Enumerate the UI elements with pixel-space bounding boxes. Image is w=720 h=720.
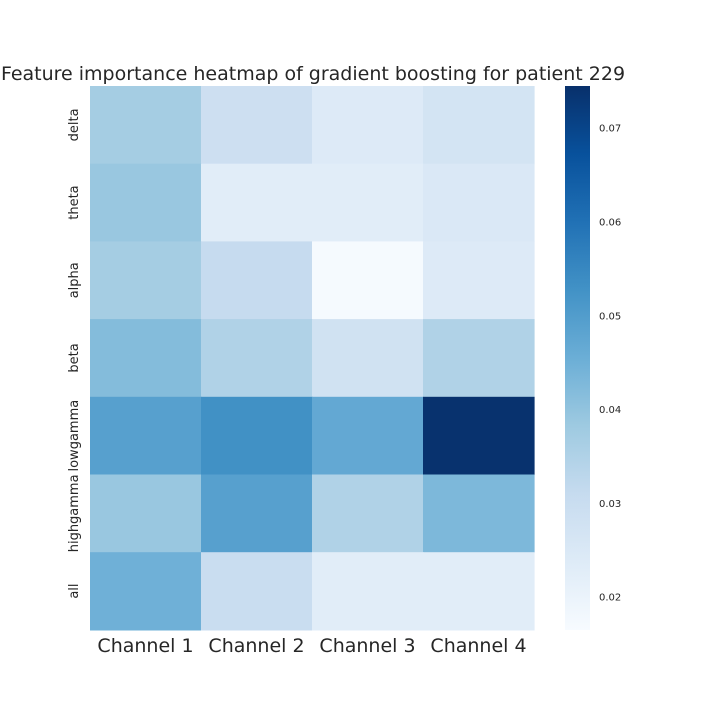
heatmap-cell <box>90 552 202 631</box>
x-tick-label: Channel 1 <box>97 635 193 657</box>
heatmap-cell <box>90 319 202 398</box>
heatmap-cell <box>201 319 313 398</box>
heatmap-cell <box>90 474 202 553</box>
x-tick-label: Channel 4 <box>430 635 526 657</box>
heatmap-cell <box>312 86 424 165</box>
colorbar-tick-label: 0.07 <box>599 124 621 135</box>
colorbar-tick-label: 0.04 <box>599 405 621 416</box>
heatmap-cell <box>423 552 535 631</box>
heatmap-cell <box>312 474 424 553</box>
heatmap-cell <box>90 163 202 242</box>
heatmap-cell <box>90 86 202 165</box>
y-tick-labels: delta theta alpha beta lowgamma highgamma all <box>67 108 82 598</box>
y-tick-label: beta <box>67 343 82 372</box>
y-tick-label: alpha <box>67 262 82 298</box>
heatmap-cell <box>423 163 535 242</box>
heatmap-cell <box>90 241 202 320</box>
y-tick-label: all <box>67 583 82 598</box>
x-tick-label: Channel 2 <box>208 635 304 657</box>
y-tick-label: highgamma <box>67 474 82 552</box>
heatmap-cell <box>423 241 535 320</box>
chart-title: Feature importance heatmap of gradient b… <box>1 63 625 85</box>
colorbar-tick-label: 0.03 <box>599 499 621 510</box>
heatmap-cell <box>201 241 313 320</box>
heatmap-cell <box>201 474 313 553</box>
y-tick-label: theta <box>67 185 82 219</box>
y-tick-label: lowgamma <box>67 400 82 472</box>
heatmap-cell <box>201 86 313 165</box>
heatmap-cells <box>90 86 535 631</box>
heatmap-cell <box>201 396 313 476</box>
heatmap-cell <box>423 319 535 398</box>
heatmap-cell <box>423 86 535 165</box>
heatmap-cell <box>201 552 313 631</box>
colorbar-tick-label: 0.02 <box>599 593 621 604</box>
heatmap-cell <box>312 552 424 631</box>
heatmap-cell <box>312 241 424 320</box>
heatmap-cell <box>312 319 424 398</box>
colorbar-tick-labels: 0.02 0.03 0.04 0.05 0.06 0.07 <box>599 124 621 604</box>
heatmap-cell <box>423 474 535 553</box>
heatmap-cell <box>312 396 424 476</box>
colorbar-tick-label: 0.06 <box>599 218 621 229</box>
heatmap-cell <box>201 163 313 242</box>
heatmap-cell <box>312 163 424 242</box>
x-tick-labels: Channel 1 Channel 2 Channel 3 Channel 4 <box>97 635 526 657</box>
y-tick-label: delta <box>67 108 82 141</box>
colorbar-tick-label: 0.05 <box>599 311 621 322</box>
heatmap-cell <box>423 396 535 476</box>
heatmap-cell <box>90 396 202 476</box>
colorbar <box>565 86 590 630</box>
x-tick-label: Channel 3 <box>319 635 415 657</box>
